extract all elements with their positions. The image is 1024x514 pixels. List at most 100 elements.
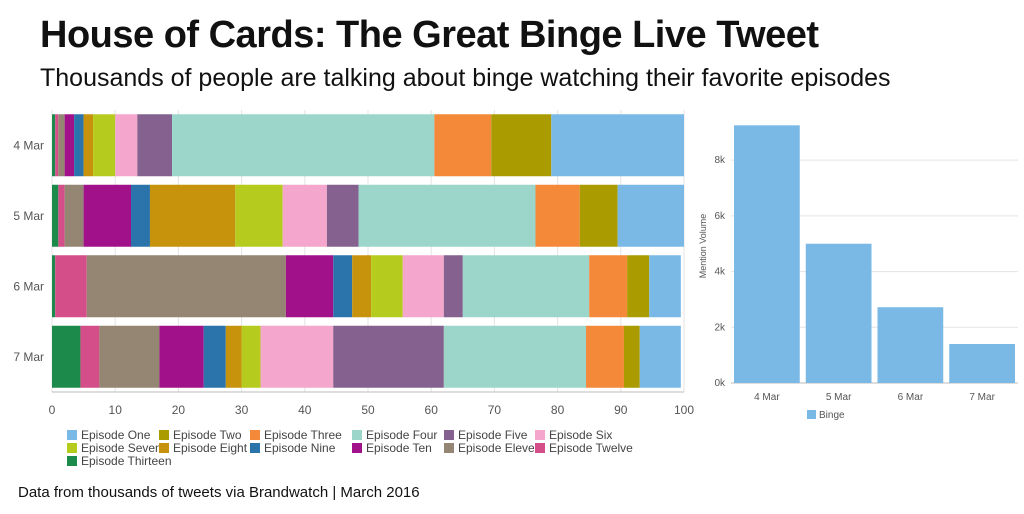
x-tick-label: 10 — [109, 403, 123, 417]
y-tick-label: 2k — [714, 322, 726, 333]
bar-segment — [172, 114, 435, 177]
bar-segment — [58, 114, 65, 177]
bar-segment — [86, 255, 286, 318]
legend-swatch — [67, 456, 77, 466]
volume-bar — [877, 307, 944, 383]
bar-segment — [99, 325, 160, 388]
volume-bar — [949, 344, 1015, 383]
bar-segment — [58, 184, 65, 247]
bar-segment — [55, 114, 59, 177]
bar-segment — [551, 114, 684, 177]
x-tick-label: 6 Mar — [898, 392, 924, 403]
x-tick-label: 70 — [488, 403, 502, 417]
bar-segment — [115, 114, 138, 177]
y-tick-label: 8k — [714, 155, 726, 166]
bar-segment — [623, 325, 640, 388]
legend-item: Binge — [807, 410, 845, 421]
bar-segment — [149, 184, 236, 247]
bar-segment — [52, 325, 81, 388]
bar-segment — [235, 184, 283, 247]
bar-segment — [52, 114, 56, 177]
chart-subtitle: Thousands of people are talking about bi… — [40, 64, 891, 92]
y-tick-label: 4k — [714, 267, 726, 278]
legend-item: Episode Nine — [250, 441, 336, 455]
y-tick-label: 5 Mar — [13, 209, 44, 223]
legend-label: Episode Five — [458, 428, 528, 442]
legend-swatch — [67, 443, 77, 453]
bar-segment — [462, 255, 590, 318]
legend-item: Episode Four — [352, 428, 437, 442]
bar-segment — [203, 325, 226, 388]
y-tick-label: 7 Mar — [13, 350, 44, 364]
bar-segment — [80, 325, 100, 388]
legend-item: Episode Two — [159, 428, 242, 442]
legend-swatch — [444, 430, 454, 440]
bar-segment — [402, 255, 444, 318]
bar-segment — [83, 184, 131, 247]
x-tick-label: 100 — [674, 403, 694, 417]
legend-item: Episode Six — [535, 428, 612, 442]
legend-swatch — [535, 443, 545, 453]
legend-label: Episode Four — [366, 428, 437, 442]
bar-segment — [326, 184, 359, 247]
legend-label: Episode Eight — [173, 441, 248, 455]
legend-label: Episode Three — [264, 428, 342, 442]
legend-label: Episode Seven — [81, 441, 162, 455]
legend-item: Episode Thirteen — [67, 454, 172, 468]
bar-segment — [579, 184, 618, 247]
y-tick-label: 4 Mar — [13, 138, 44, 152]
legend-swatch — [444, 443, 454, 453]
legend-item: Episode Twelve — [535, 441, 633, 455]
bar-segment — [358, 184, 536, 247]
bar-segment — [93, 114, 116, 177]
bar-segment — [617, 184, 684, 247]
legend-item: Episode Eleven — [444, 441, 541, 455]
legend-swatch — [535, 430, 545, 440]
y-tick-label: 6 Mar — [13, 279, 44, 293]
bar-segment — [649, 255, 681, 318]
bar-segment — [282, 184, 327, 247]
x-tick-label: 7 Mar — [969, 392, 995, 403]
bar-segment — [83, 114, 94, 177]
bar-segment — [586, 325, 624, 388]
x-tick-label: 60 — [425, 403, 439, 417]
legend-swatch — [352, 443, 362, 453]
y-tick-label: 0k — [714, 378, 726, 389]
x-tick-label: 30 — [235, 403, 249, 417]
bar-segment — [333, 325, 444, 388]
legend-label: Episode Eleven — [458, 441, 541, 455]
bar-segment — [52, 255, 56, 318]
x-tick-label: 90 — [614, 403, 628, 417]
legend-item: Episode Three — [250, 428, 342, 442]
legend-swatch — [807, 410, 816, 419]
x-tick-label: 80 — [551, 403, 565, 417]
y-tick-label: 6k — [714, 211, 726, 222]
legend-label: Binge — [819, 410, 845, 421]
x-tick-label: 0 — [49, 403, 56, 417]
legend-label: Episode Six — [549, 428, 612, 442]
x-tick-label: 4 Mar — [754, 392, 780, 403]
chart-title: House of Cards: The Great Binge Live Twe… — [40, 14, 819, 56]
legend-item: Episode Seven — [67, 441, 162, 455]
bar-segment — [74, 114, 84, 177]
legend-swatch — [67, 430, 77, 440]
bar-segment — [285, 255, 334, 318]
bar-segment — [443, 325, 587, 388]
x-tick-label: 20 — [172, 403, 186, 417]
bar-segment — [639, 325, 681, 388]
legend-swatch — [352, 430, 362, 440]
data-source-note: Data from thousands of tweets via Brandw… — [18, 484, 420, 501]
bar-segment — [260, 325, 334, 388]
y-axis-title: Mention Volume — [698, 214, 708, 279]
volume-bar — [734, 125, 800, 384]
legend-label: Episode Ten — [366, 441, 432, 455]
legend-label: Episode Nine — [264, 441, 336, 455]
bar-segment — [225, 325, 242, 388]
bar-segment — [64, 184, 84, 247]
bar-segment — [241, 325, 261, 388]
legend-label: Episode One — [81, 428, 151, 442]
legend-swatch — [250, 443, 260, 453]
bar-segment — [434, 114, 492, 177]
